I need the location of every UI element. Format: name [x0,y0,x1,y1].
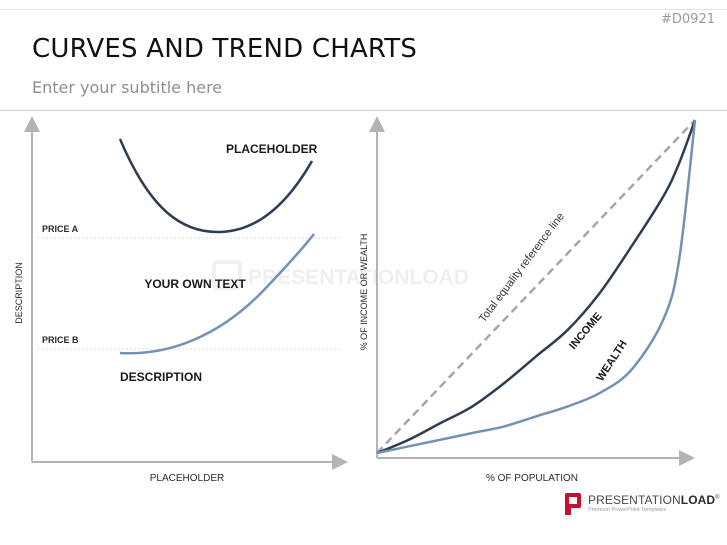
price-b-label: PRICE B [42,335,79,345]
equality-reference-line[interactable] [376,119,696,454]
equality-reference-label: Total equality reference line [477,211,567,325]
presentationload-logo: PRESENTATIONLOAD® Premium PowerPoint Tem… [564,490,720,520]
description-curve-label: DESCRIPTION [120,370,202,384]
header-divider [0,110,727,111]
watermark-logo-icon [212,260,242,290]
logo-wordmark: PRESENTATIONLOAD® [588,493,720,507]
price-a-label: PRICE A [42,224,79,234]
top-divider [0,9,727,10]
watermark-text: PRESENTATIONLOAD [248,266,469,289]
placeholder-curve-label: PLACEHOLDER [226,142,318,156]
logo-registered: ® [715,495,720,501]
logo-icon [565,493,581,515]
income-curve[interactable] [376,119,697,455]
page-title[interactable]: CURVES AND TREND CHARTS [32,34,418,64]
page-subtitle[interactable]: Enter your subtitle here [32,78,223,97]
left-chart-y-axis-label: DESCRIPTION [14,262,24,324]
logo-name-light: PRESENTATION [588,493,681,507]
watermark: PRESENTATIONLOAD [212,260,469,290]
annotation-text: YOUR OWN TEXT [144,277,246,291]
slide-id: #D0921 [661,12,715,27]
description-curve[interactable] [119,233,315,355]
logo-name-bold: LOAD [680,493,716,507]
left-chart-x-axis-label: PLACEHOLDER [150,473,224,484]
wealth-curve[interactable] [376,119,697,455]
left-chart[interactable]: PRICE A PRICE B PLACEHOLDER DESCRIPTION … [14,116,348,484]
placeholder-curve[interactable] [118,138,314,234]
income-curve-label: INCOME [567,311,604,352]
right-chart[interactable]: Total equality reference line INCOME WEA… [359,116,697,484]
logo-tagline: Premium PowerPoint Templates [588,507,667,513]
right-chart-y-axis-label: % OF INCOME OR WEALTH [359,234,369,351]
right-chart-x-axis-label: % OF POPULATION [486,473,578,484]
